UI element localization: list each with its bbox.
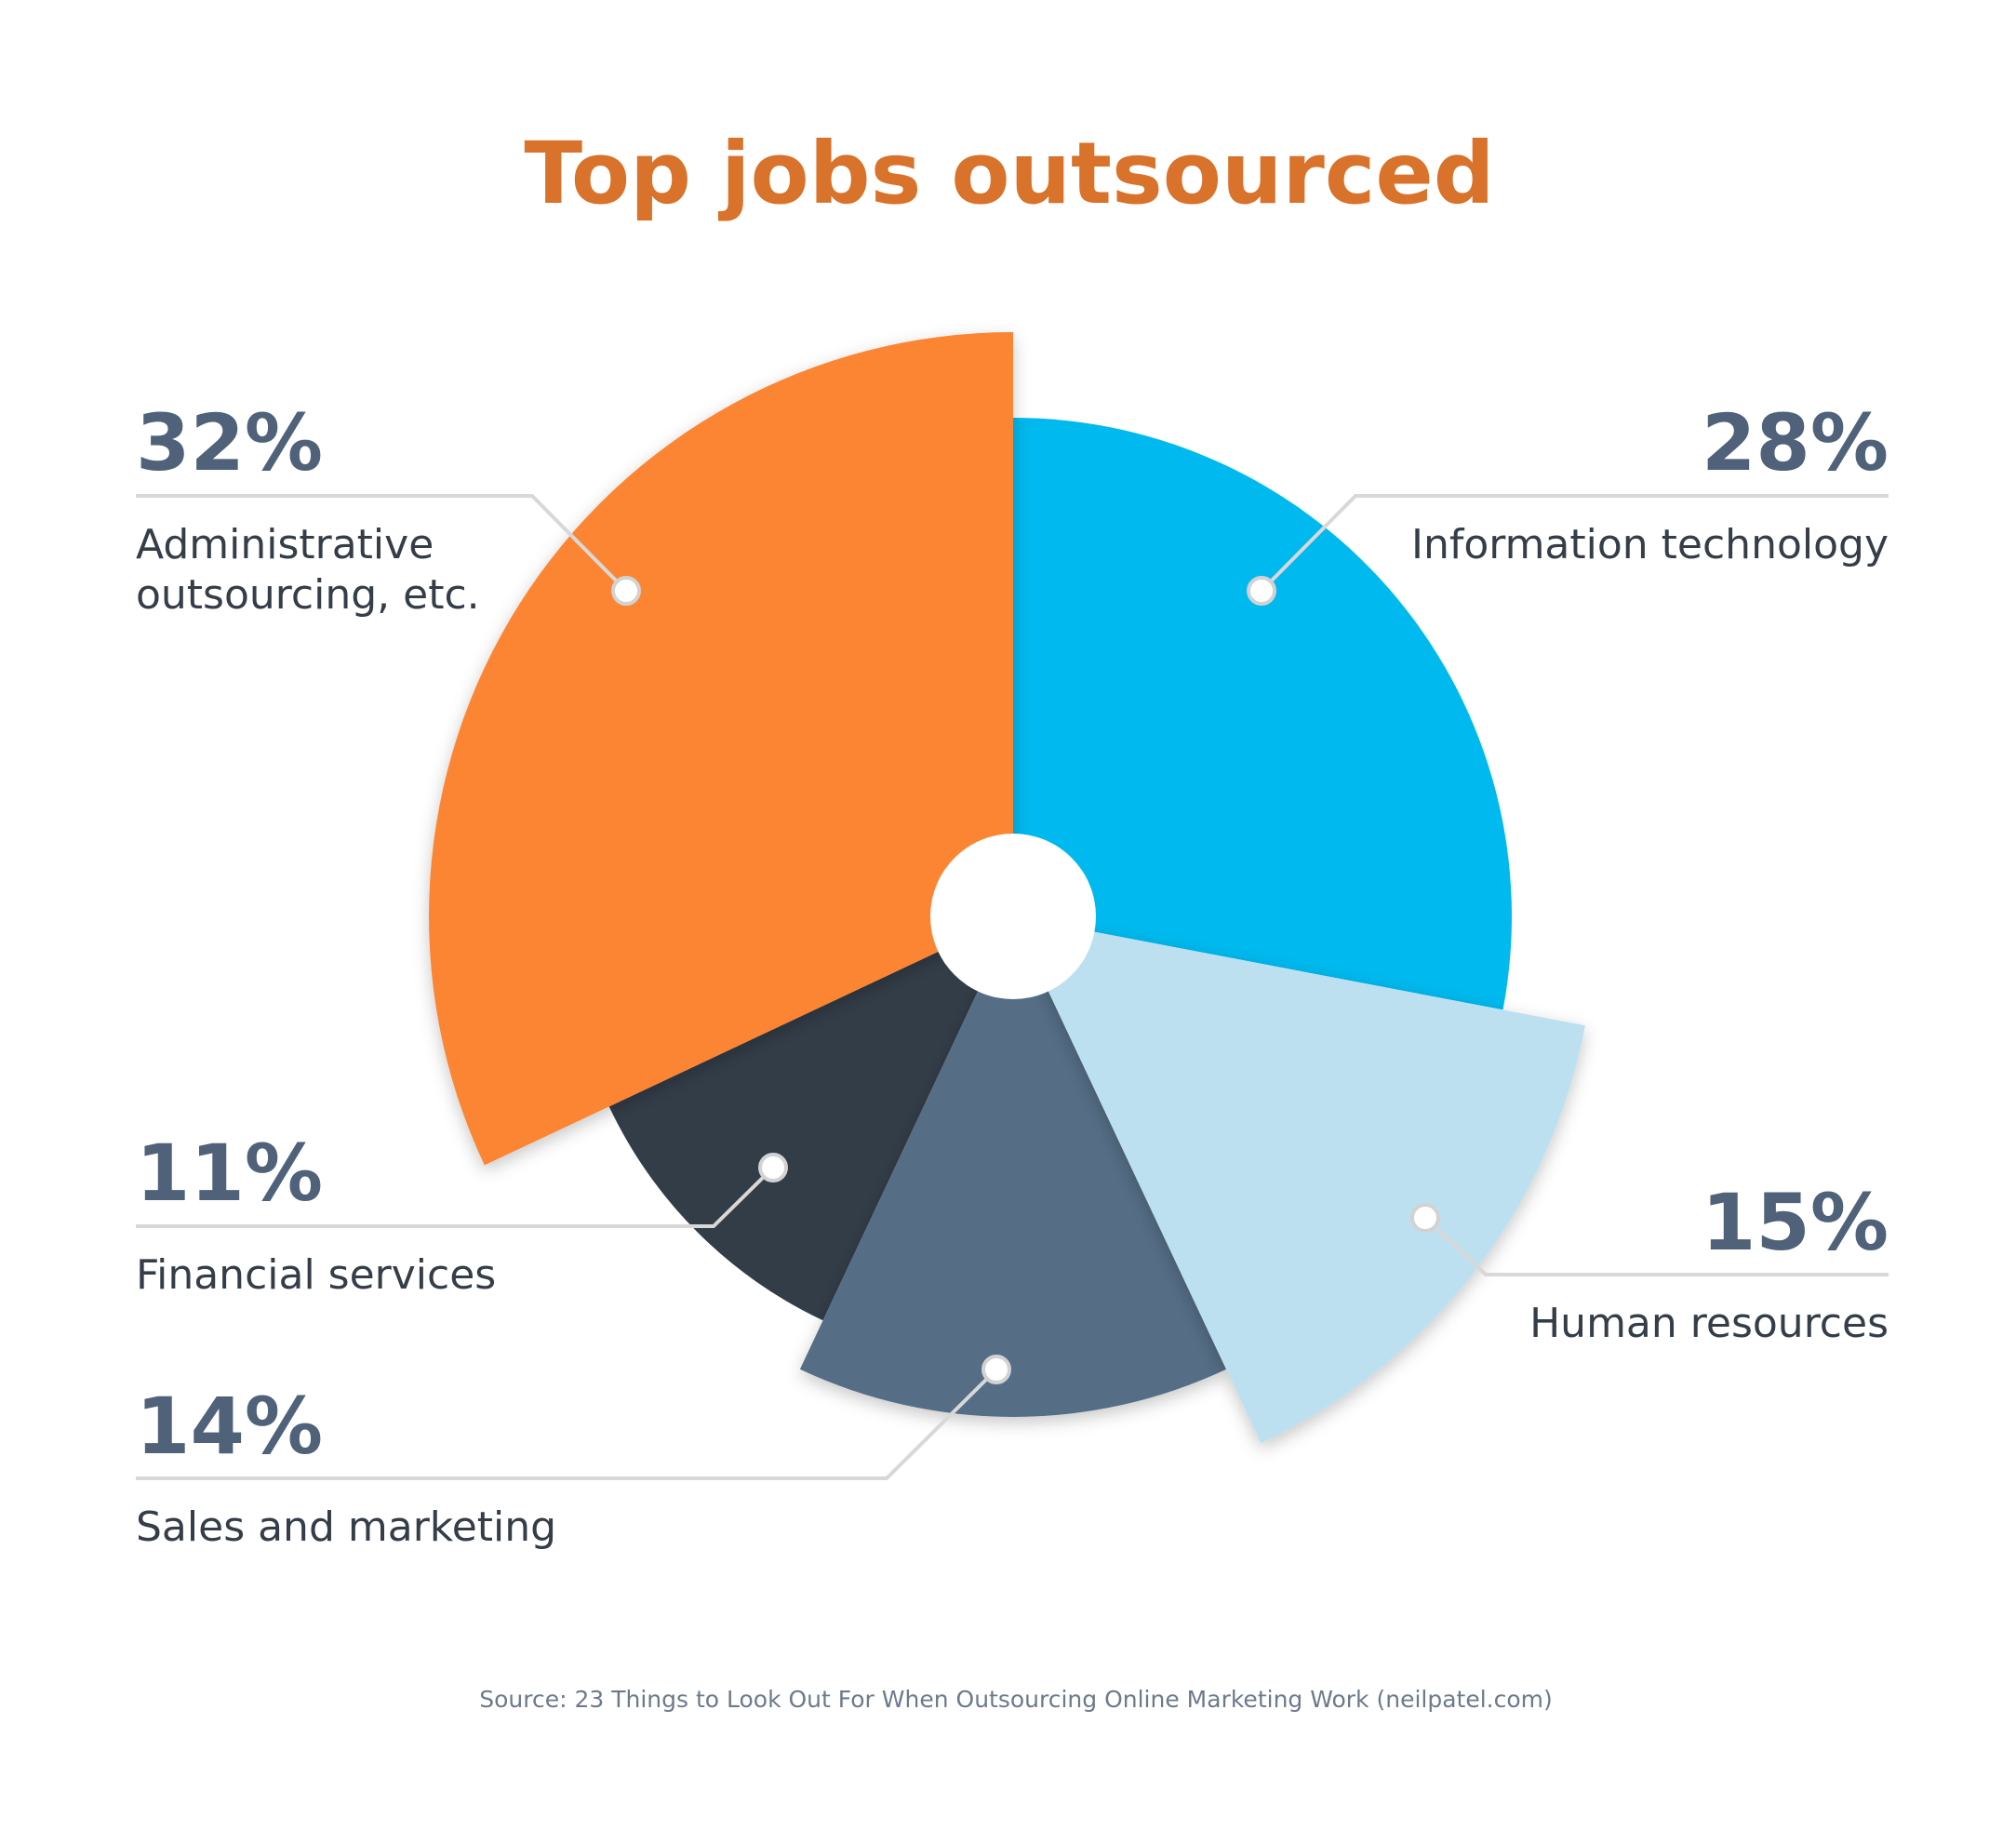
leader-line-1 [1260,494,1889,593]
callout-dot-1 [1247,576,1276,606]
pie-slice-2 [1013,916,1585,1444]
leader-line-3 [136,1368,998,1480]
slice-category-label: Administrative outsourcing, etc. [136,521,480,619]
source-note: Source: 23 Things to Look Out For When O… [479,1686,1553,1713]
leader-line-2 [1423,1216,1889,1276]
pie-slice-1 [1013,418,1512,1010]
callout-dot-4 [758,1153,788,1182]
slice-category-label: Human resources [1529,1300,1889,1347]
chart-title: Top jobs outsourced [524,124,1494,223]
slice-category-label: Financial services [136,1251,496,1299]
callout-dot-3 [981,1355,1011,1384]
callout-dot-5 [611,576,641,606]
leader-line-5 [136,494,628,593]
leader-line-4 [136,1166,775,1228]
pie-slice-3 [799,916,1227,1418]
pie-center-hole [930,834,1096,999]
slice-category-label: Sales and marketing [136,1503,556,1551]
callout-dot-2 [1410,1203,1440,1233]
pie-slices [429,332,1585,1444]
slice-percent-label: 11% [136,1128,323,1219]
pie-slice-4 [608,916,1013,1321]
slice-percent-label: 15% [1702,1177,1889,1268]
slice-percent-label: 14% [136,1381,323,1472]
slice-percent-label: 32% [136,397,323,488]
callouts: 28% Information technology 15% Human resour… [136,397,1889,1551]
slice-percent-label: 28% [1702,397,1889,488]
slice-category-label: Information technology [1411,521,1889,568]
